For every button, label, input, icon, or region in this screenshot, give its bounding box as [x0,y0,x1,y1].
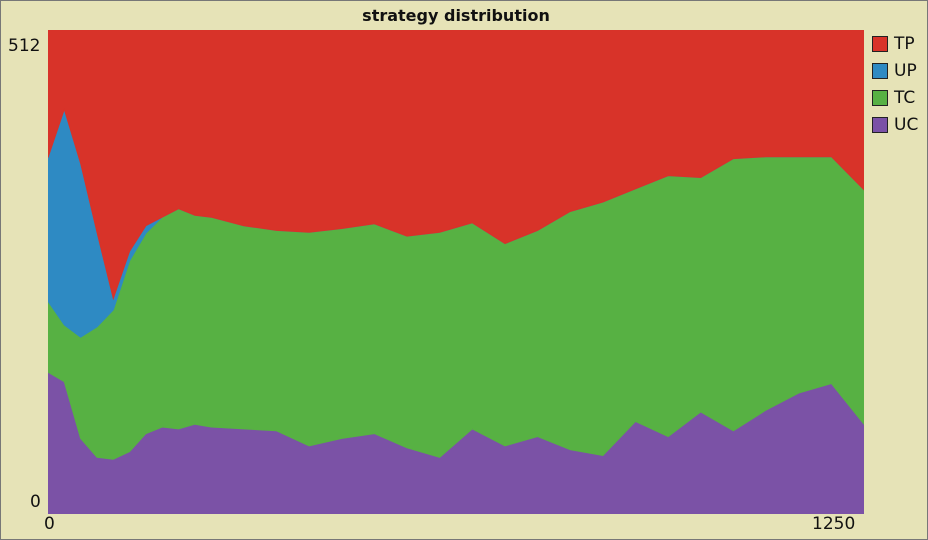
legend-swatch [872,35,888,52]
legend-label: UP [894,60,917,81]
x-tick-min: 0 [44,514,55,534]
legend-swatch [872,89,888,106]
x-tick-max: 1250 [812,514,856,534]
legend-label: TP [894,33,915,54]
legend-item-uc: UC [872,111,918,138]
plot-area [48,30,864,514]
legend-item-up: UP [872,57,918,84]
chart-title: strategy distribution [362,6,550,25]
y-tick-max: 512 [8,36,41,56]
legend-label: TC [894,87,916,108]
area-series-tp [48,30,864,301]
legend-item-tc: TC [872,84,918,111]
legend: TP UP TC UC [872,30,918,138]
legend-swatch [872,116,888,133]
y-tick-min: 0 [30,492,41,512]
legend-item-tp: TP [872,30,918,57]
legend-swatch [872,62,888,79]
legend-label: UC [894,114,919,135]
